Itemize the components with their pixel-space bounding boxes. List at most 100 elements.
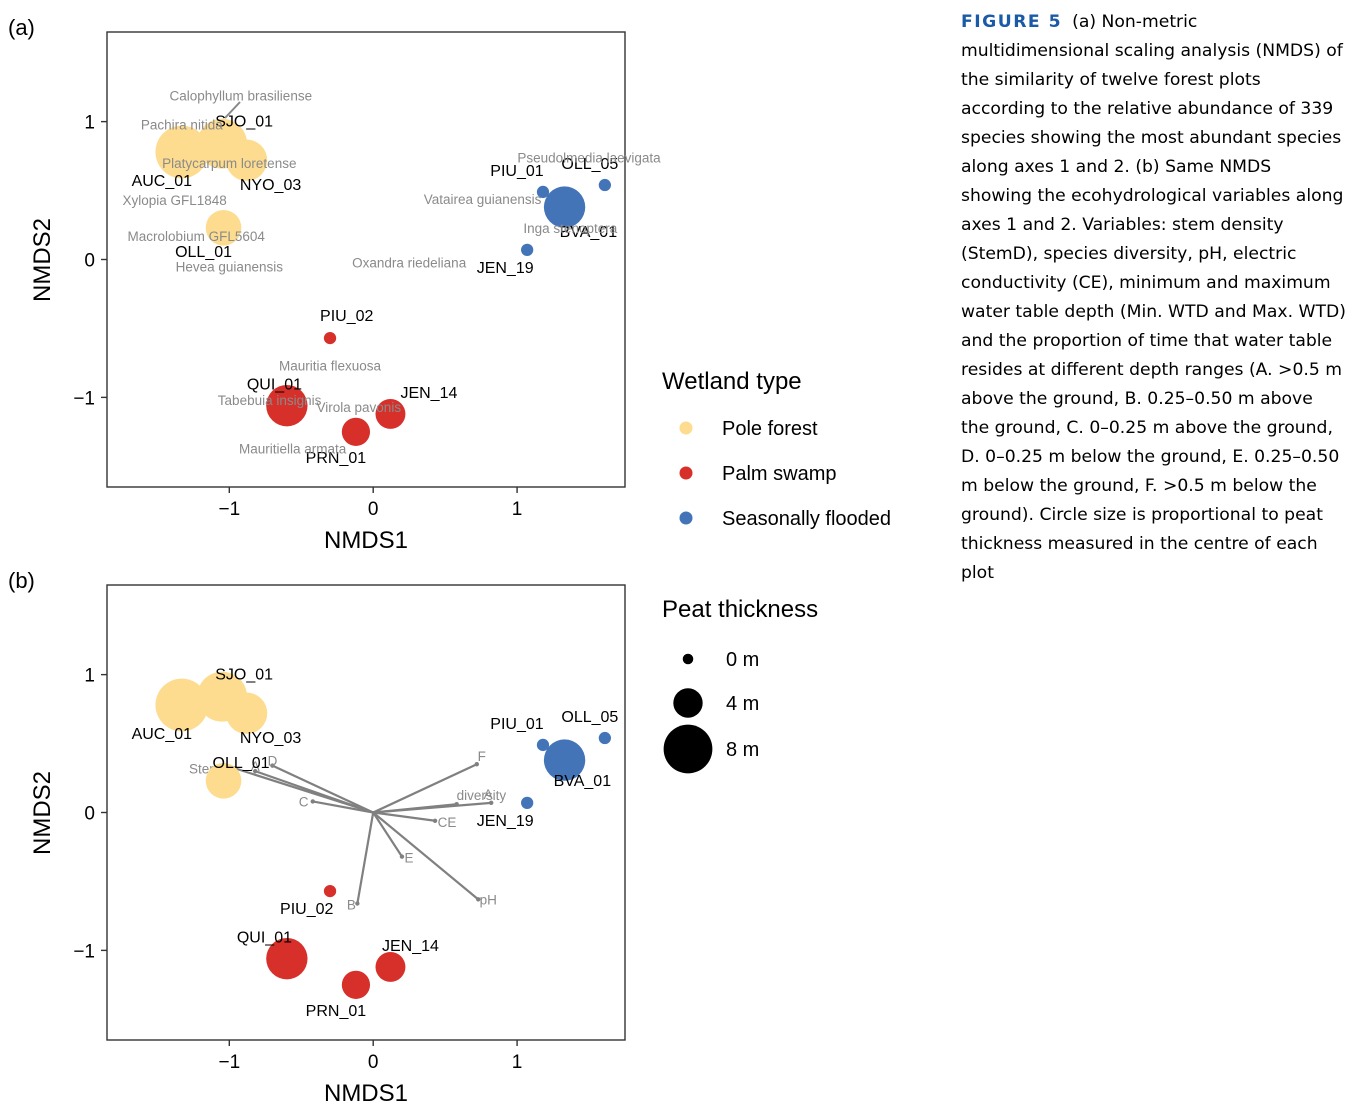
vector-label: B [347,898,356,913]
plot-point [536,738,550,752]
plot-label: NYO_03 [240,177,301,194]
vector-label: D [268,754,278,769]
species-label: Xylopia GFL1848 [122,193,226,208]
figure-number: FIGURE 5 [961,12,1063,32]
plot-point [205,762,242,799]
species-label: Mauritia flexuosa [279,359,382,374]
vector-label: F [478,749,486,764]
plot-point [266,937,308,980]
panel-a: (a) −1 0 1 −1 0 1 AUC_01 SJO_01 NYO_03 OLL_01 PIU_… [8,15,661,554]
vector-label: A [251,759,260,774]
vector-arrow [372,763,478,814]
y-tick-label: −1 [73,941,95,962]
species-label: Tabebuia insignis [218,393,322,408]
legend-wetland-label: Palm swamp [722,463,836,485]
plot-point [341,970,371,999]
species-label: Vatairea guianensis [424,192,542,207]
vector-tip [474,762,479,767]
species-label: Inga stenoptera [523,221,617,236]
vector-tip [253,768,258,774]
panel-a-y-title: NMDS2 [29,218,56,302]
y-tick-label: 0 [84,804,95,825]
plot-label: BVA_01 [554,773,612,790]
legend-wetland-swatch [679,421,693,435]
species-label: Macrolobium GFL5604 [128,229,266,244]
figure-caption: FIGURE 5 (a) Non-metric multidimensional … [961,8,1346,588]
plot-label: QUI_01 [247,377,302,394]
vector-label: A [484,787,493,802]
vector-tip [488,800,494,806]
vector-label: pH [480,892,497,907]
plot-point [521,796,534,809]
vector-arrow [372,811,479,901]
plot-point [205,209,242,246]
plot-label: PRN_01 [306,450,367,467]
panel-b-frame [106,584,626,1041]
plot-label: OLL_01 [213,755,270,772]
species-label: Hevea guianensis [176,259,284,274]
vector-arrow [373,811,436,822]
plot-label: BVA_01 [560,224,618,241]
species-leader-lines [224,101,241,119]
species-label: Pseudolmedia laevigata [517,150,661,165]
plot-label: PIU_02 [320,308,373,325]
species-label: Mauritiella armata [239,441,347,456]
plot-label: AUC_01 [132,173,193,190]
plot-point [323,331,337,345]
plot-point [155,125,209,179]
vector-label: diversity [457,788,507,803]
panel-b-y-title: NMDS2 [29,771,56,855]
plot-label: PIU_01 [490,163,543,180]
x-tick-label: −1 [218,499,240,520]
vector-tip [355,901,360,906]
vector-arrow [312,800,374,814]
species-label: Oxandra riedeliana [352,255,467,270]
plot-point [155,678,209,732]
plot-label: JEN_19 [477,260,534,277]
plot-label: AUC_01 [132,726,193,743]
plot-point [543,739,586,781]
panel-a-label: (a) [8,15,35,40]
legend-peat-swatch [673,688,703,718]
legend-peat-swatch [682,653,694,665]
vector-arrow [234,767,374,814]
legend-peat-title: Peat thickness [662,596,818,623]
legend-wetland-swatch [679,466,693,480]
panel-b: (b) −1 0 1−101DAStemDCFdiversityACEEpHBAUC… [8,568,626,1105]
plot-label: PIU_02 [280,901,333,918]
vector-label: C [299,794,309,809]
species-label: Pachira nitida [141,117,223,132]
panel-b-label: (b) [8,568,35,593]
species-label: Virola pavonis [317,400,402,415]
x-tick-label: 0 [368,499,379,520]
plot-label: PIU_01 [490,716,543,733]
legend: Wetland type Pole forest Palm swamp Season… [662,368,891,774]
vector-arrow [356,812,375,904]
plot-point [225,139,268,181]
plot-point [521,243,534,256]
plot-label: JEN_19 [477,813,534,830]
species-leader-line [224,101,241,119]
y-tick-label: −1 [73,388,95,409]
plot-label: SJO_01 [215,114,273,131]
vector-arrow [373,801,492,814]
panel-b-x-title: NMDS1 [324,1080,408,1105]
vector-tip [476,897,481,902]
x-tick-label: 0 [368,1052,379,1073]
plot-label: JEN_14 [382,938,439,955]
legend-peat-label: 0 m [726,649,759,671]
legend-peat-label: 8 m [726,739,759,761]
plot-label: QUI_01 [237,930,292,947]
vector-arrow [372,811,403,858]
plot-label: OLL_05 [561,156,618,173]
plot-label: JEN_14 [400,385,457,402]
plot-point [375,951,406,982]
species-label: Calophyllum brasiliense [170,88,313,103]
x-tick-label: 1 [512,499,523,520]
vector-tip [432,818,438,823]
legend-wetland-swatch [679,511,693,525]
caption-text: (a) Non-metric multidimensional scaling … [961,12,1346,583]
plot-label: OLL_01 [175,244,232,261]
plot-point [375,398,406,429]
